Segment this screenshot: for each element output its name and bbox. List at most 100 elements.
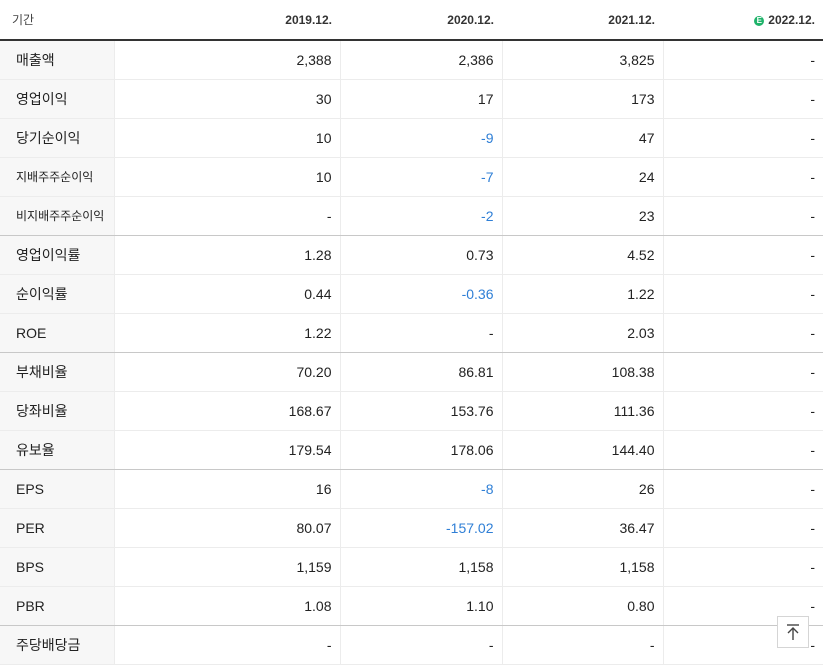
table-cell: - bbox=[113, 196, 340, 236]
table-row: BPS 1,159 1,158 1,158- bbox=[0, 547, 823, 587]
row-label: 영업이익 bbox=[0, 79, 114, 119]
table-row: 부채비율 70.20 86.81 108.38- bbox=[0, 352, 823, 392]
table-row: PBR 1.08 1.10 0.80- bbox=[0, 586, 823, 626]
table-cell: -8 bbox=[339, 469, 502, 509]
row-label: 주당배당금 bbox=[0, 625, 114, 665]
table-cell: 86.81 bbox=[339, 352, 502, 392]
table-cell: 1,159 bbox=[113, 547, 340, 587]
table-cell: 70.20 bbox=[113, 352, 340, 392]
table-cell: - bbox=[662, 118, 823, 158]
table-cell: 24 bbox=[501, 157, 663, 197]
row-label: PBR bbox=[0, 586, 114, 626]
table-cell: - bbox=[662, 391, 823, 431]
table-row: 주당배당금 - - - - bbox=[0, 625, 823, 665]
table-cell: 168.67 bbox=[113, 391, 340, 431]
table-cell: - bbox=[662, 79, 823, 119]
row-label: 순이익률 bbox=[0, 274, 114, 314]
table-cell: -157.02 bbox=[339, 508, 502, 548]
table-cell: - bbox=[339, 625, 502, 665]
table-cell: - bbox=[662, 547, 823, 587]
row-label: 지배주주순이익 bbox=[0, 157, 114, 197]
table-cell: 1.28 bbox=[113, 235, 340, 275]
table-row: PER 80.07 -157.02 36.47- bbox=[0, 508, 823, 548]
table-cell: 111.36 bbox=[501, 391, 663, 431]
estimate-icon: E bbox=[754, 15, 765, 26]
table-cell: 108.38 bbox=[501, 352, 663, 392]
table-row: 매출액 2,388 2,386 3,825- bbox=[0, 40, 823, 80]
table-cell: - bbox=[662, 274, 823, 314]
table-row: ROE 1.22-2.03- bbox=[0, 313, 823, 353]
table-cell: 2.03 bbox=[501, 313, 663, 353]
table-cell: -7 bbox=[339, 157, 502, 197]
row-label: 당좌비율 bbox=[0, 391, 114, 431]
row-label: 부채비율 bbox=[0, 352, 114, 392]
row-label: 당기순이익 bbox=[0, 118, 114, 158]
table-cell: - bbox=[662, 235, 823, 275]
table-cell: - bbox=[662, 352, 823, 392]
table-cell: - bbox=[662, 157, 823, 197]
arrow-up-to-top-icon bbox=[787, 624, 799, 640]
row-label: EPS bbox=[0, 469, 114, 509]
table-cell: 0.80 bbox=[501, 586, 663, 626]
scroll-to-top-button[interactable] bbox=[777, 616, 809, 648]
table-row: 영업이익 30 17 173- bbox=[0, 79, 823, 119]
table-cell: - bbox=[662, 430, 823, 470]
table-cell: 47 bbox=[501, 118, 663, 158]
table-cell: 2,388 bbox=[113, 40, 340, 80]
table-cell: 153.76 bbox=[339, 391, 502, 431]
table-cell: - bbox=[501, 625, 663, 665]
table-cell: 17 bbox=[339, 79, 502, 119]
row-label: ROE bbox=[0, 313, 114, 353]
table-cell: 3,825 bbox=[501, 40, 663, 80]
table-cell: - bbox=[662, 40, 823, 80]
column-header-2019: 2019.12. bbox=[114, 0, 340, 41]
table-cell: 4.52 bbox=[501, 235, 663, 275]
table-cell: 178.06 bbox=[339, 430, 502, 470]
table-cell: 10 bbox=[113, 157, 340, 197]
table-cell: 23 bbox=[501, 196, 663, 236]
table-cell: -0.36 bbox=[339, 274, 502, 314]
column-header-2021: 2021.12. bbox=[502, 0, 663, 41]
row-label: 영업이익률 bbox=[0, 235, 114, 275]
table-cell: 1.08 bbox=[113, 586, 340, 626]
table-cell: 0.44 bbox=[113, 274, 340, 314]
table-cell: 1,158 bbox=[501, 547, 663, 587]
table-row: 비지배주주순이익 - -2 23- bbox=[0, 196, 823, 236]
table-cell: 0.73 bbox=[339, 235, 502, 275]
column-header-2020: 2020.12. bbox=[340, 0, 502, 41]
period-header: 기간 bbox=[0, 0, 114, 41]
table-cell: 1.10 bbox=[339, 586, 502, 626]
table-row: 당좌비율 168.67 153.76 111.36- bbox=[0, 391, 823, 431]
row-label: 유보율 bbox=[0, 430, 114, 470]
table-cell: -2 bbox=[339, 196, 502, 236]
table-cell: 1.22 bbox=[501, 274, 663, 314]
table-cell: - bbox=[113, 625, 340, 665]
table-cell: 144.40 bbox=[501, 430, 663, 470]
table-cell: -9 bbox=[339, 118, 502, 158]
table-cell: - bbox=[662, 196, 823, 236]
table-cell: 1,158 bbox=[339, 547, 502, 587]
column-header-2022-label: 2022.12. bbox=[768, 12, 815, 27]
table-cell: 26 bbox=[501, 469, 663, 509]
table-row: 당기순이익 10 -9 47- bbox=[0, 118, 823, 158]
table-header-row: 기간 2019.12. 2020.12. 2021.12. E 2022.12. bbox=[0, 0, 823, 41]
column-header-2022: E 2022.12. bbox=[663, 0, 823, 41]
table-cell: 2,386 bbox=[339, 40, 502, 80]
table-cell: - bbox=[662, 469, 823, 509]
row-label: PER bbox=[0, 508, 114, 548]
table-cell: 10 bbox=[113, 118, 340, 158]
table-cell: 36.47 bbox=[501, 508, 663, 548]
row-label: 비지배주주순이익 bbox=[0, 196, 114, 236]
table-cell: 16 bbox=[113, 469, 340, 509]
table-row: 순이익률 0.44 -0.36 1.22- bbox=[0, 274, 823, 314]
table-cell: - bbox=[339, 313, 502, 353]
table-row: EPS 16 -8 26- bbox=[0, 469, 823, 509]
table-cell: 173 bbox=[501, 79, 663, 119]
row-label: BPS bbox=[0, 547, 114, 587]
table-cell: 1.22 bbox=[113, 313, 340, 353]
table-row: 지배주주순이익 10 -7 24- bbox=[0, 157, 823, 197]
table-row: 유보율 179.54 178.06 144.40- bbox=[0, 430, 823, 470]
table-cell: - bbox=[662, 313, 823, 353]
table-cell: 30 bbox=[113, 79, 340, 119]
